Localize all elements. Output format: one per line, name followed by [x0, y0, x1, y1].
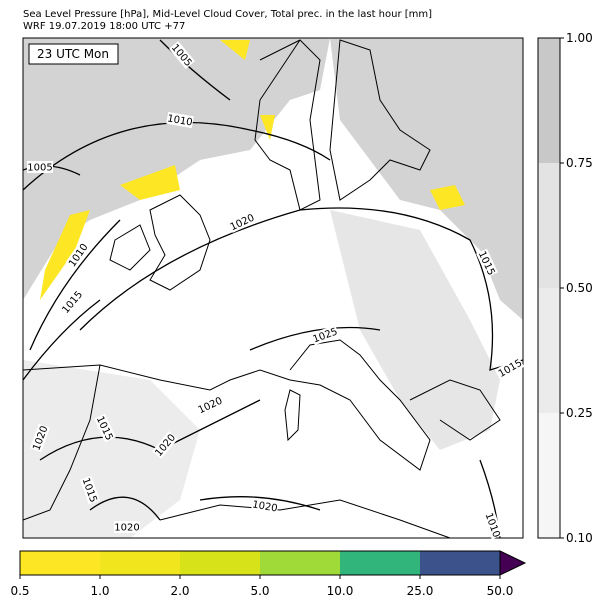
colorbar-tick-label: 2.0: [170, 584, 189, 598]
cloud-area: [23, 38, 330, 300]
cloud-area: [330, 38, 523, 320]
colorbar-tick-label: 1.0: [90, 584, 109, 598]
title: Sea Level Pressure [hPa], Mid-Level Clou…: [23, 9, 432, 20]
colorbar-tick-label: 0.25: [566, 406, 593, 420]
cloud-area: [23, 360, 200, 538]
subtitle: WRF 19.07.2019 18:00 UTC +77: [23, 21, 185, 32]
time-box: [28, 43, 119, 65]
isobar-label: 1020: [114, 523, 139, 534]
isobar-label-bg: [166, 111, 194, 129]
isobar-label-bg: [29, 423, 51, 453]
colorbar-tick-label: 1.00: [566, 31, 593, 45]
isobar-label-bg: [79, 475, 101, 505]
isobars: [22, 39, 524, 539]
isobar-label-bg: [152, 431, 178, 459]
isobar-label-bg: [310, 324, 340, 346]
colorbar-tick-label: 0.10: [566, 531, 593, 545]
colorbar-segment: [538, 163, 560, 288]
isobar-label-bg: [94, 413, 116, 443]
isobar-label-bg: [114, 521, 140, 533]
isobar-label-bg: [482, 510, 504, 540]
isobar-label-bg: [195, 394, 225, 416]
colorbar-segment: [538, 288, 560, 413]
isobar-label: 1005: [27, 163, 52, 174]
map: 23 UTC Mon: [22, 37, 524, 539]
isobar-label-bg: [65, 240, 91, 270]
colorbar-segment: [180, 551, 260, 575]
colorbar-tick-label: 25.0: [407, 584, 434, 598]
colorbar-tick-label: 50.0: [487, 584, 514, 598]
colorbar-tick-label: 5.0: [250, 584, 269, 598]
isobar-label-bg: [476, 248, 498, 278]
isobar-label-bg: [27, 161, 53, 173]
isobar-label-bg: [495, 356, 525, 380]
colorbar-segment: [538, 38, 560, 163]
colorbar-extend: [499, 550, 527, 576]
cloud-area: [330, 210, 500, 450]
isobar-label-bg: [169, 41, 195, 69]
coastlines: [22, 39, 501, 539]
colorbar-tick-label: 0.75: [566, 156, 593, 170]
colorbar-segment: [20, 551, 100, 575]
colorbar-segment: [340, 551, 420, 575]
isobar-label-bg: [251, 497, 279, 515]
isobar-label: 1010: [166, 113, 193, 128]
isobar-label-bg: [59, 288, 85, 316]
colorbar-tick-label: 0.5: [10, 584, 29, 598]
colorbar-segment: [100, 551, 180, 575]
colorbar-segment: [538, 413, 560, 538]
colorbar-segment: [420, 551, 500, 575]
map-frame: [22, 37, 524, 539]
isobar-label-bg: [227, 211, 257, 233]
isobar-label: 1020: [251, 499, 278, 514]
colorbar-tick-label: 0.50: [566, 281, 593, 295]
colorbar-segment: [260, 551, 340, 575]
colorbar-tick-label: 10.0: [327, 584, 354, 598]
time-label: 23 UTC Mon: [37, 47, 109, 61]
